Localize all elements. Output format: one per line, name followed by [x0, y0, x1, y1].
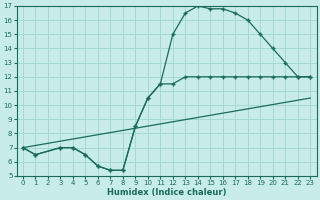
X-axis label: Humidex (Indice chaleur): Humidex (Indice chaleur): [107, 188, 226, 197]
